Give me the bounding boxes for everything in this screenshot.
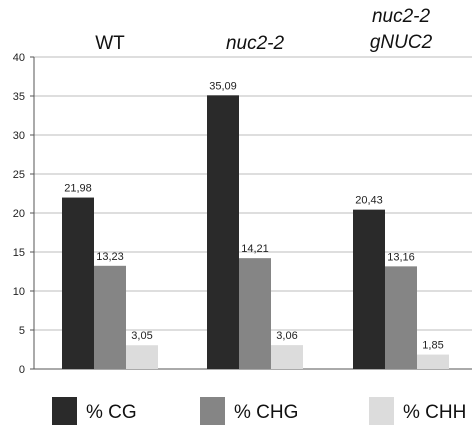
- y-tick-label: 20: [13, 208, 25, 220]
- group-labels: WT nuc2-2 nuc2-2 gNUC2: [95, 6, 432, 54]
- group-label: nuc2-2: [226, 33, 285, 54]
- data-label: 1,85: [422, 340, 443, 352]
- y-tick-label: 15: [13, 247, 25, 259]
- data-label: 35,09: [209, 80, 237, 92]
- bars: [62, 95, 449, 369]
- y-tick-label: 5: [19, 325, 25, 337]
- data-label: 3,05: [131, 330, 152, 342]
- data-label: 20,43: [355, 195, 383, 207]
- legend-swatch: [369, 397, 394, 425]
- value-labels: 21,98 35,09 20,43 13,23 14,21 13,16 3,05 3,06 1,…: [64, 80, 443, 351]
- y-tick-label: 40: [13, 52, 25, 64]
- legend-label: % CHG: [234, 402, 298, 423]
- y-tick-label: 0: [19, 364, 25, 376]
- group-label: gNUC2: [370, 32, 433, 53]
- data-label: 3,06: [276, 330, 297, 342]
- bar-chg-1: [239, 258, 271, 369]
- y-tick-label: 30: [13, 130, 25, 142]
- y-tick-label: 25: [13, 169, 25, 181]
- bar-cg-0: [62, 197, 94, 369]
- legend-swatch: [200, 397, 225, 425]
- bar-chh-1: [271, 345, 303, 369]
- data-label: 13,16: [387, 251, 415, 263]
- data-label: 21,98: [64, 183, 92, 195]
- bar-chg-2: [385, 266, 417, 369]
- bar-cg-2: [353, 209, 385, 369]
- group-label: WT: [95, 33, 125, 54]
- y-axis: 0 5 10 15 20 25 30 35 40: [13, 52, 35, 376]
- bar-cg-1: [207, 95, 239, 369]
- legend-label: % CG: [86, 402, 137, 423]
- legend-label: % CHH: [403, 402, 466, 423]
- data-label: 13,23: [96, 251, 124, 263]
- legend: % CG % CHG % CHH: [52, 397, 466, 425]
- bar-chh-0: [126, 345, 158, 369]
- y-tick-label: 35: [13, 91, 25, 103]
- group-label: nuc2-2: [372, 6, 431, 27]
- legend-swatch: [52, 397, 77, 425]
- bar-chh-2: [417, 354, 449, 369]
- data-label: 14,21: [241, 243, 269, 255]
- y-tick-label: 10: [13, 286, 25, 298]
- bar-chg-0: [94, 265, 126, 369]
